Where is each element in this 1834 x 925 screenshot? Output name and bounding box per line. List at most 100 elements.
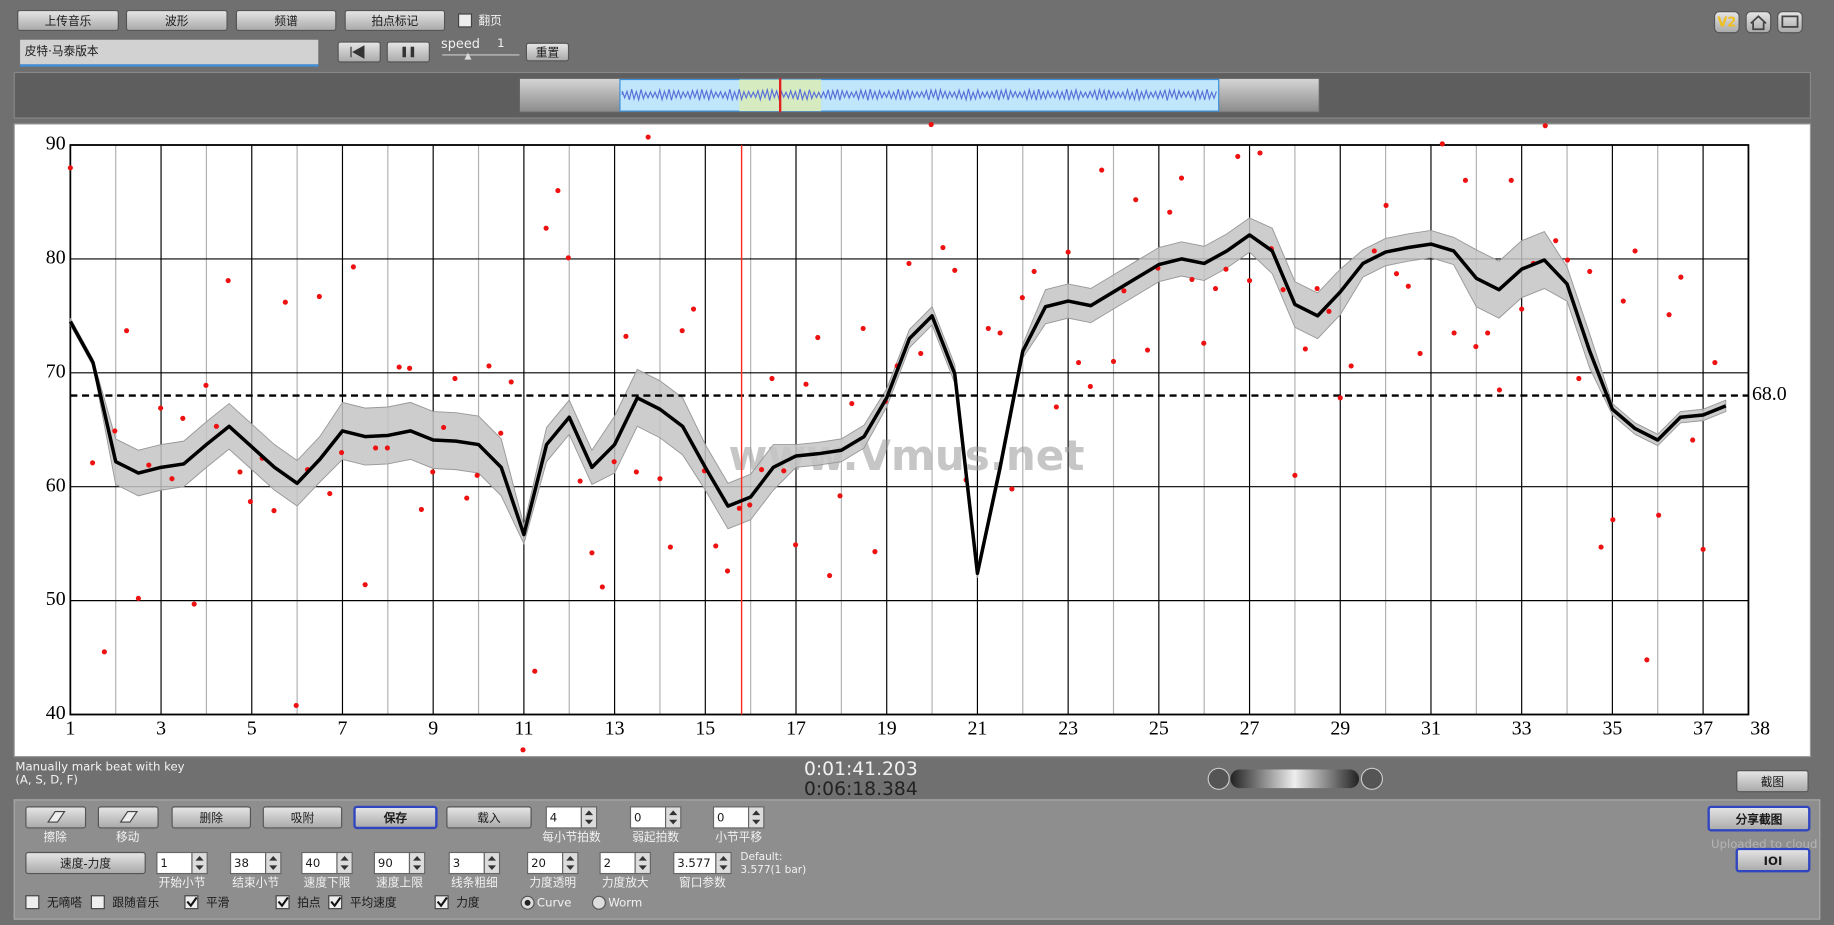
beat-point [1099,167,1105,173]
checkbox[interactable] [90,895,105,910]
x-tick-label: 1 [65,717,75,739]
checkbox[interactable] [25,895,40,910]
beat-point [362,582,368,588]
beat-point [1178,175,1185,181]
action-button[interactable] [262,806,343,829]
check-mark [436,896,448,908]
beat-point [849,400,855,407]
checkbox-label: 无嘀嗒 [47,895,82,909]
beat-point [623,333,629,339]
beat-point [191,601,197,607]
track-input[interactable] [20,39,319,65]
beat-point [327,490,333,497]
radio[interactable] [591,895,606,910]
toolbar-button[interactable] [235,9,337,31]
beat-point [452,375,458,382]
spinner-arrows[interactable] [562,851,579,875]
beat-point [1576,375,1582,382]
zoom-out[interactable] [1207,767,1230,790]
spinner-label: 力度透明 [529,875,576,889]
beat-point [792,542,799,548]
reset-button[interactable] [525,42,570,62]
mode-button[interactable] [25,851,146,875]
x-tick-label: 11 [514,717,533,739]
screen-icon[interactable] [1777,11,1803,34]
beat-point [1292,472,1298,478]
overview-selection[interactable] [619,78,1220,112]
hint: (A, S, D, F) [15,772,78,786]
beat-point [486,363,492,369]
ioi-button[interactable] [1735,847,1811,873]
spinner-arrows[interactable] [191,851,208,875]
beat-point [532,668,538,674]
action-button[interactable] [353,805,438,830]
beat-point [247,498,253,505]
spinner-arrow-glyph [752,810,761,825]
x-tick-label: 13 [605,717,625,739]
share-button[interactable] [1707,805,1811,832]
spinner-arrows[interactable] [408,851,426,875]
hint: Manually mark beat with key [15,760,184,774]
beat-point [1508,177,1514,183]
beat-point [1280,287,1286,293]
beat-point [667,544,673,550]
beat-point [815,334,821,341]
check-mark [277,896,289,908]
zoom-slider[interactable] [1230,769,1360,789]
version-icon[interactable] [1713,11,1740,34]
spinner-label: 结束小节 [232,875,279,889]
toolbar-button-label: 频谱 [274,14,298,28]
beat-point [781,468,787,474]
x-tick-label: 33 [1512,717,1532,739]
spinner-label: 开始小节 [159,875,206,889]
beat-point [464,495,470,501]
toolbar-button[interactable] [17,9,119,31]
tool-icon [119,810,139,823]
spinner-arrows[interactable] [664,806,682,829]
x-tick-label: 9 [428,717,438,739]
beat-point [1326,308,1332,314]
spinner-arrows[interactable] [748,806,765,829]
spinner-arrows[interactable] [483,851,501,875]
action-button[interactable] [171,806,252,829]
x-tick-label: 19 [877,717,897,739]
spinner-arrows[interactable] [580,806,598,829]
beat-point [441,424,447,431]
x-tick-label: 31 [1421,717,1441,739]
spinner-arrows[interactable] [715,851,732,875]
spinner-arrows[interactable] [265,851,282,875]
pause-icon [402,46,415,58]
pause-button[interactable] [386,41,430,63]
beat-point [1348,363,1354,369]
x-tick-label: 29 [1330,717,1350,739]
toolbar-button[interactable] [125,9,228,31]
screenshot-button[interactable] [1736,770,1809,793]
speed-thumb[interactable] [464,52,472,60]
beat-point [1144,347,1151,353]
toolbar-button-label: 上传音乐 [45,14,92,28]
beat-point [1246,277,1253,284]
zoom-in[interactable] [1360,767,1384,790]
beat-point [1632,248,1638,254]
toolbar-button[interactable] [344,9,446,31]
x-tick-label: 3 [156,717,166,739]
x-tick-label: 23 [1058,717,1078,739]
beat-point [508,379,514,385]
spinner-arrows[interactable] [634,851,651,875]
beat-point [611,459,617,465]
checkbox[interactable] [458,13,473,28]
x-tick-label: 21 [968,717,988,739]
tool-label: 移动 [116,830,140,844]
spinner-value: 90 [378,856,393,870]
beat-point [282,299,288,305]
action-button[interactable] [446,806,532,829]
action-button-label: 吸附 [291,811,315,825]
beat-point [565,255,571,261]
plot-frame [69,144,1750,716]
y-tick-label: 40 [46,702,66,724]
spinner-arrow-glyph [669,810,678,825]
beat-point [1075,359,1082,366]
beat-point [758,467,765,473]
spinner-arrows[interactable] [336,851,353,875]
beat-point [520,747,526,753]
